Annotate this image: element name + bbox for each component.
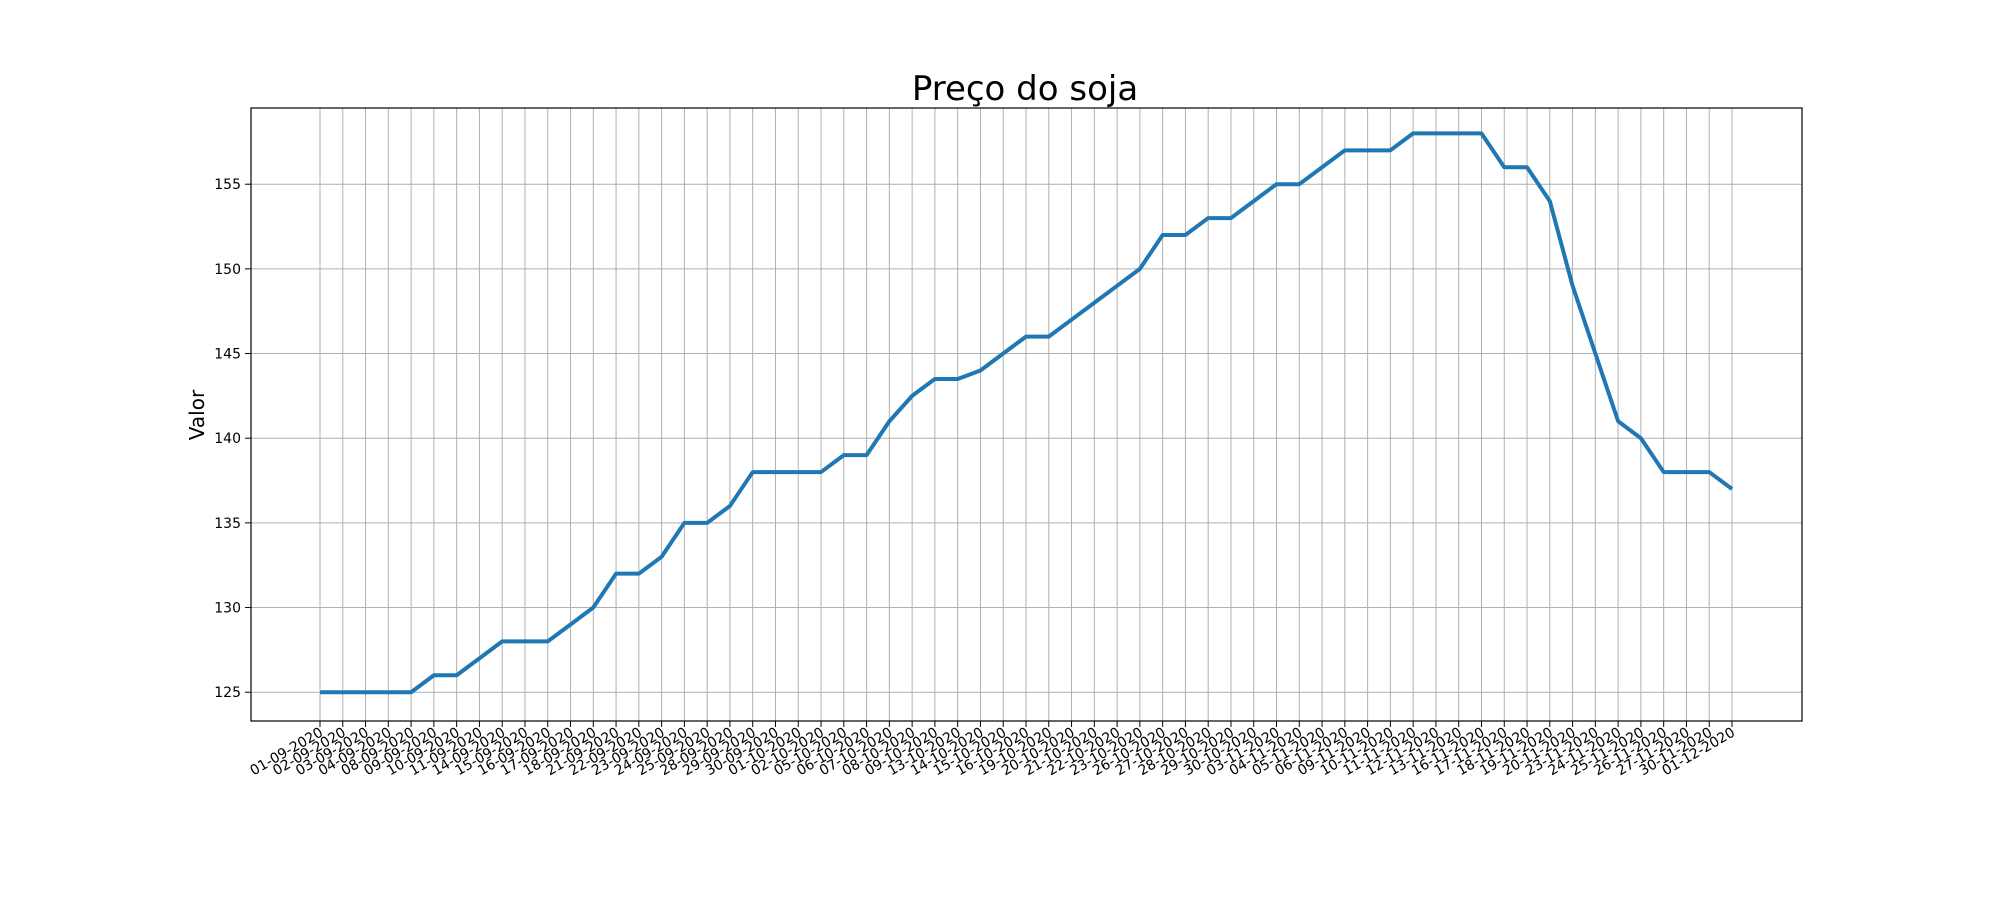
x-axis-ticks: 01-09-202002-09-202003-09-202004-09-2020… bbox=[248, 721, 1738, 779]
y-tick-label: 135 bbox=[214, 516, 241, 532]
y-tick-label: 140 bbox=[214, 431, 241, 447]
y-axis-label: Valor bbox=[185, 389, 209, 440]
grid-lines bbox=[251, 108, 1802, 721]
series-line-layer bbox=[320, 131, 1734, 695]
y-tick-label: 130 bbox=[214, 601, 241, 617]
y-tick-label: 125 bbox=[214, 685, 241, 701]
y-tick-label: 150 bbox=[214, 262, 241, 278]
series-line bbox=[320, 131, 1734, 695]
y-tick-label: 145 bbox=[214, 347, 241, 363]
y-axis-ticks: 125 130 135 140 145 150 155 bbox=[214, 177, 251, 701]
y-tick-label: 155 bbox=[214, 177, 241, 193]
chart-title: Preço do soja bbox=[912, 69, 1138, 109]
